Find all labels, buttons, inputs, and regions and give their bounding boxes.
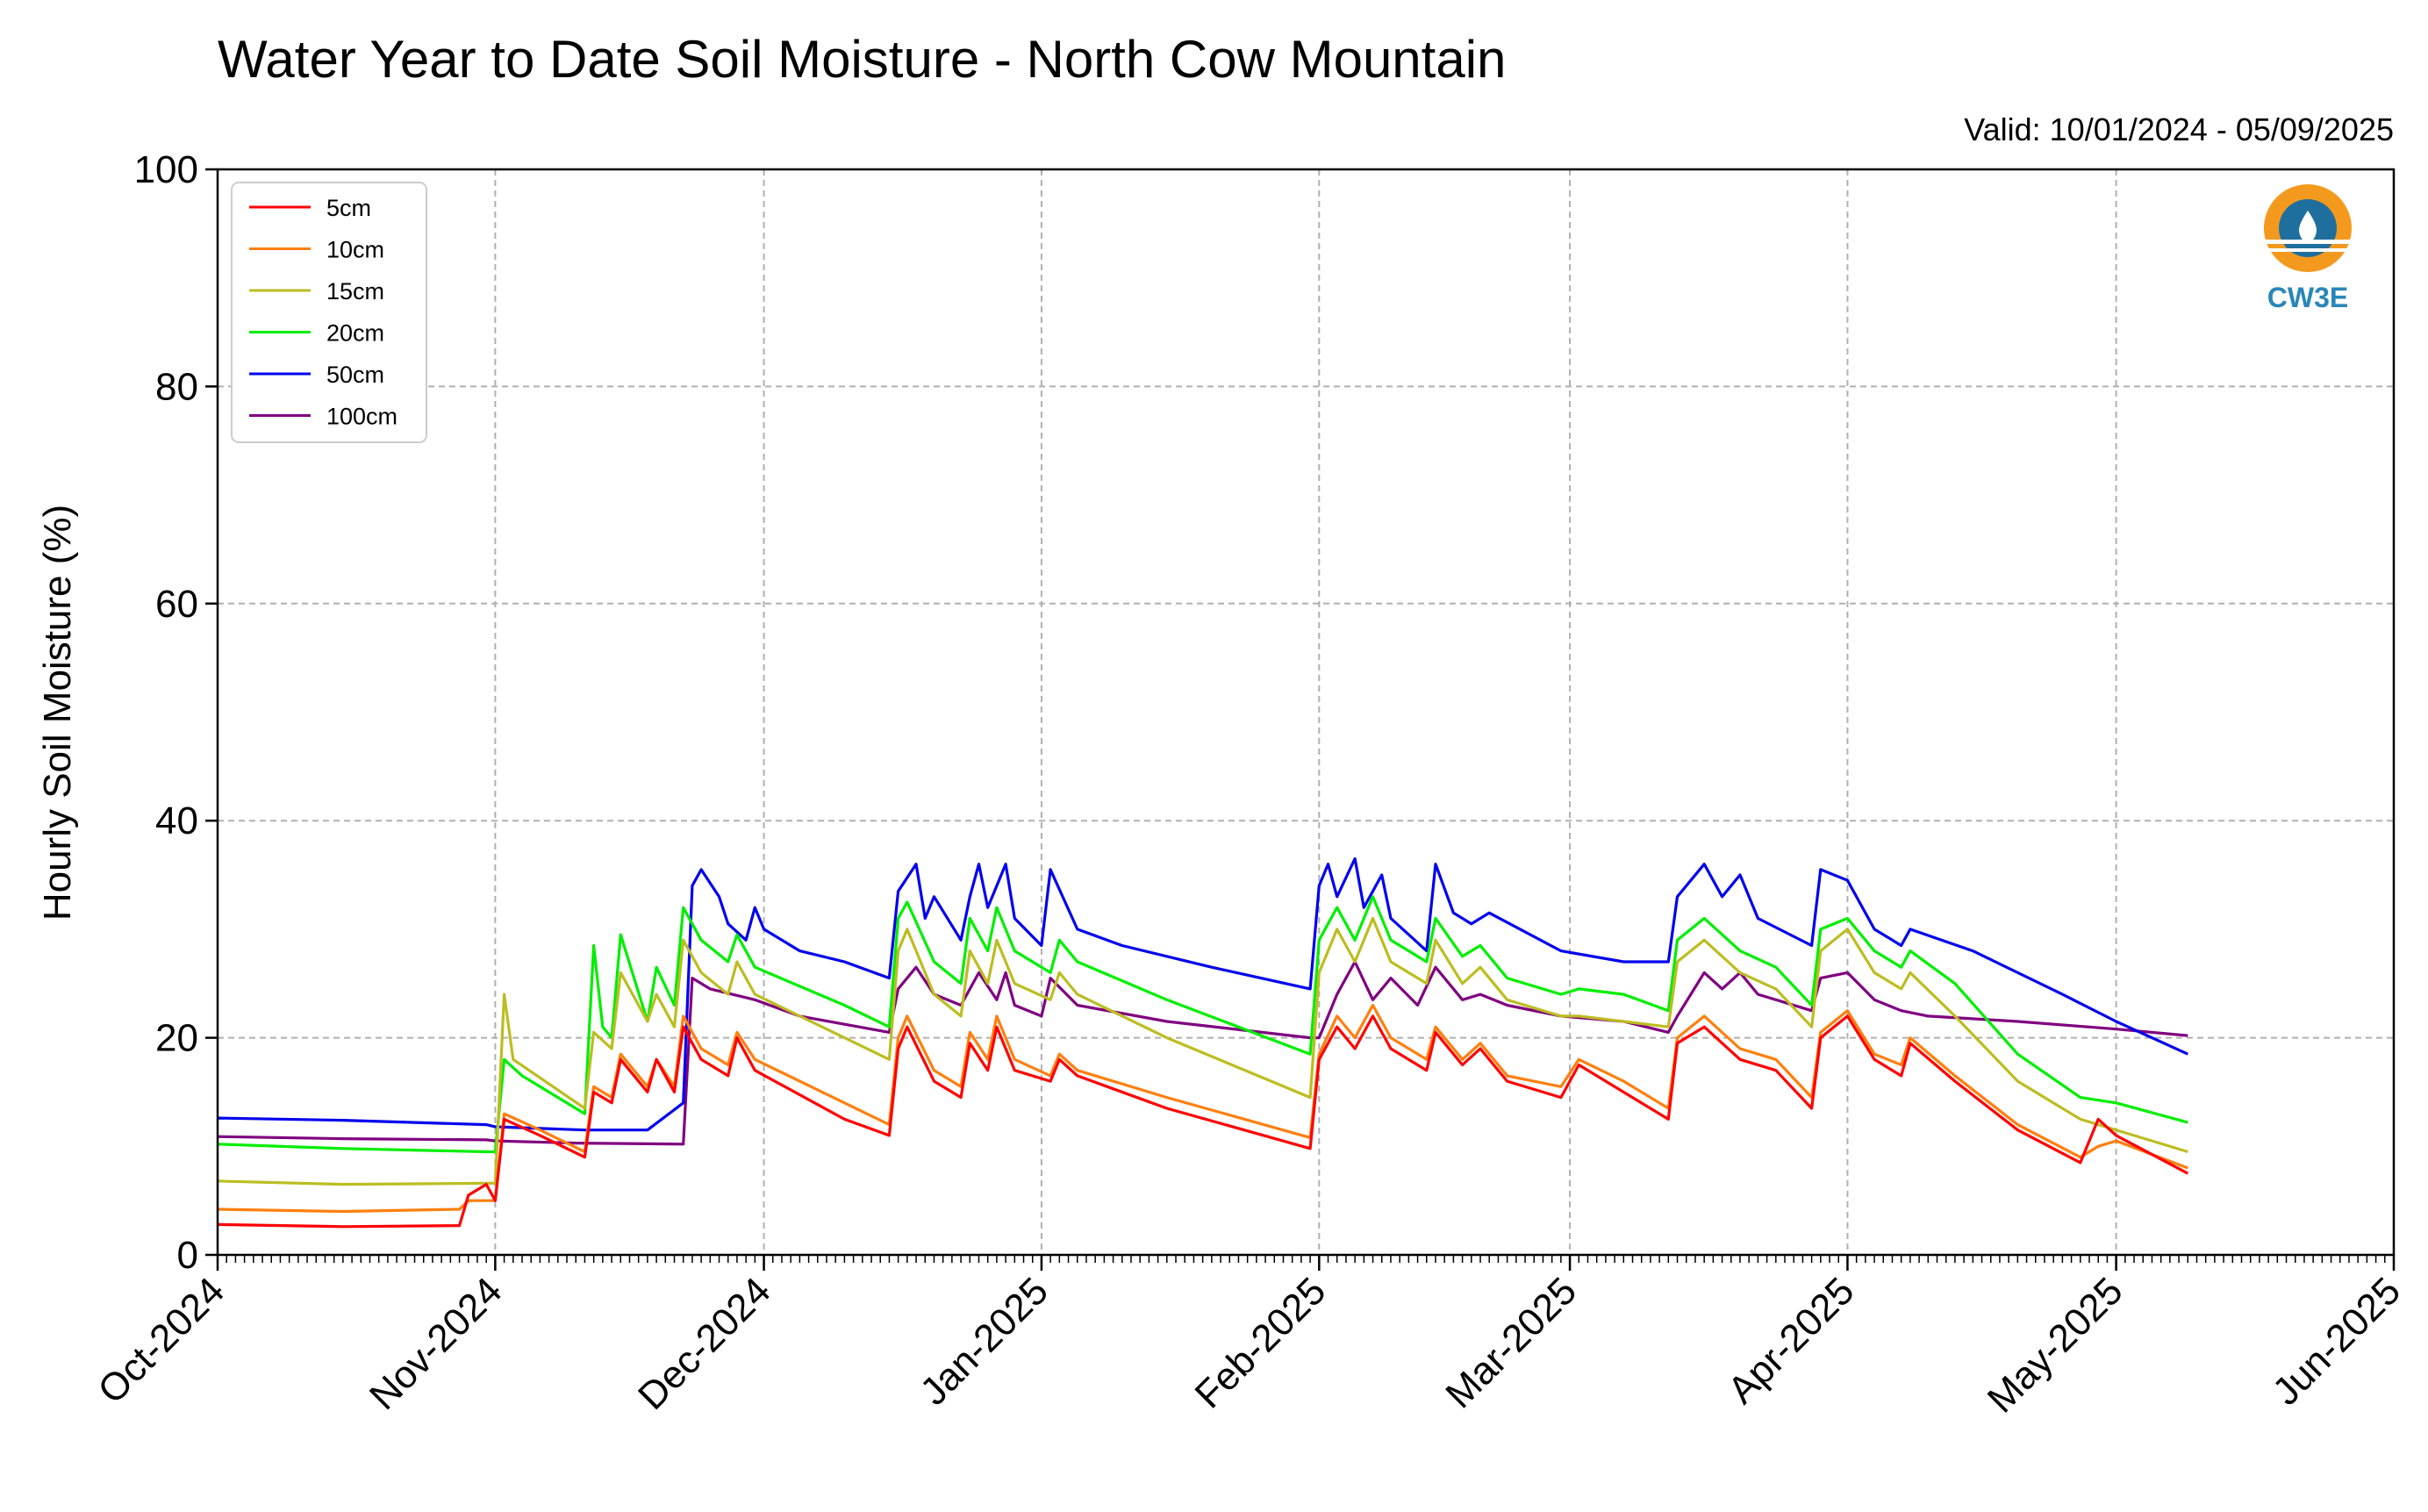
logo-wave-icon [2264,248,2352,252]
plot-area-frame [216,168,2396,1257]
y-tick-label: 80 [155,365,198,408]
cw3e-logo: CW3E [2264,184,2352,313]
y-tick-label: 40 [155,799,198,842]
series-line-50cm [217,856,2188,1132]
legend-label: 100cm [326,404,398,430]
logo-wave-icon [2264,240,2352,244]
y-tick-label: 100 [134,148,198,191]
legend: 5cm 10cm 15cm 20cm 50cm 100cm [231,182,427,443]
legend-label: 15cm [326,278,384,305]
y-axis-ticks: 0 20 40 60 80 100 [134,148,218,1277]
series-lines [217,856,2189,1229]
legend-label: 50cm [326,362,384,388]
series-line-5cm [217,1014,2189,1229]
y-tick-label: 0 [177,1234,198,1277]
logo-drop-icon [2299,211,2317,242]
grid-lines [218,169,2394,1255]
y-tick-label: 60 [155,583,198,626]
logo-text: CW3E [2267,282,2348,313]
valid-date-range: Valid: 10/01/2024 - 05/09/2025 [1964,111,2394,147]
series-line-100cm [217,960,2188,1146]
y-axis-label: Hourly Soil Moisture (%) [36,505,79,921]
y-tick-label: 20 [155,1017,198,1060]
chart-title: Water Year to Date Soil Moisture - North… [218,30,1506,89]
legend-label: 5cm [326,195,371,221]
series-line-20cm [217,895,2188,1154]
legend-label: 20cm [326,320,384,347]
series-line-15cm [217,916,2188,1186]
legend-items: 5cm 10cm 15cm 20cm 50cm 100cm [249,195,398,430]
legend-label: 10cm [326,237,384,263]
x-minor-ticks [217,1255,2395,1263]
